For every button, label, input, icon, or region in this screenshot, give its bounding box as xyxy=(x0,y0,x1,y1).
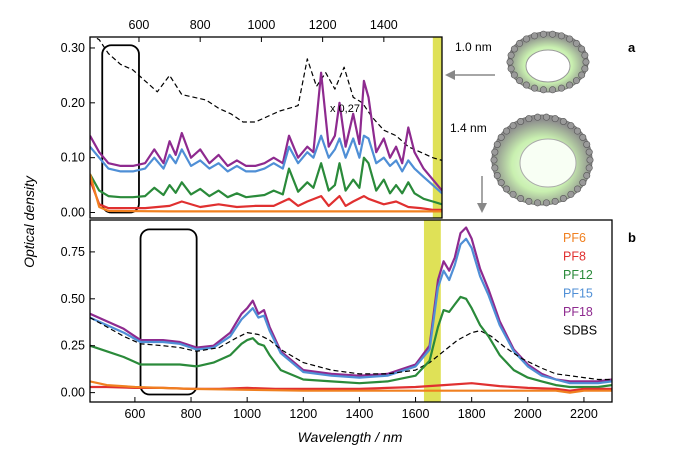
panel-label-b: b xyxy=(628,230,636,245)
x-tick-label: 1400 xyxy=(370,18,398,32)
x-tick-label: 2200 xyxy=(570,407,598,421)
legend-entry-sdbs: SDBS xyxy=(563,324,597,338)
scale-annotation: x 0,27 xyxy=(330,103,360,115)
x-tick-label: 1200 xyxy=(289,407,317,421)
arrow-left-icon xyxy=(445,70,495,80)
series-line-pf18 xyxy=(90,226,612,383)
boxed-region-a xyxy=(101,44,140,214)
x-tick-label: 1600 xyxy=(402,407,430,421)
y-tick-label: 0.50 xyxy=(61,292,85,306)
plot-frame-a xyxy=(89,36,443,219)
tube-large-label: 1.4 nm xyxy=(450,121,487,135)
y-axis-title: Optical density xyxy=(21,175,37,268)
series-line-pf12 xyxy=(90,156,442,206)
highlight-band xyxy=(432,37,442,218)
series-line-sdbs xyxy=(93,37,442,161)
x-tick-label: 1400 xyxy=(346,407,374,421)
x-tick-label: 800 xyxy=(190,18,211,32)
series-line-sdbs xyxy=(90,317,612,381)
x-tick-label: 1000 xyxy=(248,18,276,32)
series-line-pf15 xyxy=(90,237,612,385)
y-tick-label: 0.10 xyxy=(61,151,85,165)
y-tick-label: 0.30 xyxy=(61,41,85,55)
x-tick-label: 1000 xyxy=(233,407,261,421)
legend-entry-pf12: PF12 xyxy=(563,268,593,282)
series-group-b xyxy=(90,226,612,394)
series-line-pf15 xyxy=(90,134,442,195)
panel-a: 600 800 1000 1200 1400 0.00 0.10 0.20 0.30 x 0,… xyxy=(61,18,636,220)
x-tick-label: 2000 xyxy=(514,407,542,421)
x-axis-title: Wavelength / nm xyxy=(298,429,403,445)
x-tick-label: 1200 xyxy=(309,18,337,32)
y-ticks-a: 0.00 0.10 0.20 0.30 xyxy=(61,41,95,220)
legend-entry-pf15: PF15 xyxy=(563,287,593,301)
nanotube-large-icon xyxy=(490,113,594,207)
legend-entry-pf6: PF6 xyxy=(563,231,586,245)
series-line-pf12 xyxy=(90,295,612,389)
series-line-pf6 xyxy=(90,173,442,213)
y-ticks-b: 0.00 0.25 0.50 0.75 xyxy=(61,245,95,400)
y-tick-label: 0.75 xyxy=(61,245,85,259)
legend-entry-pf8: PF8 xyxy=(563,250,586,264)
y-tick-label: 0.25 xyxy=(61,339,85,353)
tube-small-label: 1.0 nm xyxy=(455,40,492,54)
series-group-a xyxy=(90,37,442,213)
boxed-region xyxy=(101,44,140,214)
legend: PF6 PF8 PF12 PF15 PF18 SDBS xyxy=(563,231,597,338)
arrow-down-icon xyxy=(477,176,487,213)
panel-b: 600 800 1000 1200 1400 1600 1800 2000 2200 0.000… xyxy=(61,219,636,421)
highlight-band-a xyxy=(432,37,442,218)
x-tick-label: 600 xyxy=(124,407,145,421)
x-ticks-a: 600 800 1000 1200 1400 xyxy=(129,18,398,42)
boxed-region xyxy=(139,228,198,396)
highlight-band-b xyxy=(423,220,441,402)
x-tick-label: 800 xyxy=(181,407,202,421)
boxed-region-b xyxy=(139,228,198,396)
highlight-band xyxy=(423,220,441,402)
panel-label-a: a xyxy=(628,40,636,55)
legend-entry-pf18: PF18 xyxy=(563,305,593,319)
plot-frame-b xyxy=(89,219,613,403)
nanotube-small-icon xyxy=(506,30,590,94)
y-tick-label: 0.00 xyxy=(61,206,85,220)
series-line-pf8 xyxy=(90,382,612,392)
x-tick-label: 600 xyxy=(129,18,150,32)
x-tick-label: 1800 xyxy=(458,407,486,421)
series-line-pf18 xyxy=(90,71,442,192)
y-tick-label: 0.00 xyxy=(61,386,85,400)
x-ticks-b: 600 800 1000 1200 1400 1600 1800 2000 2200 xyxy=(124,397,598,421)
series-line-pf8 xyxy=(90,179,442,211)
series-line-pf6 xyxy=(90,380,612,394)
y-tick-label: 0.20 xyxy=(61,96,85,110)
